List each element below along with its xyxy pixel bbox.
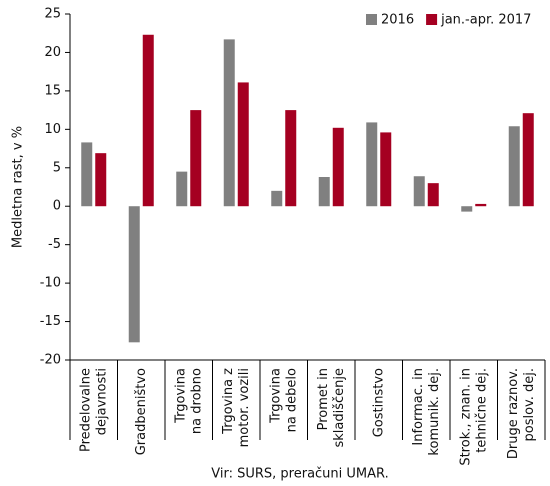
bar	[461, 206, 473, 212]
x-tick-label: komunik. dej.	[427, 368, 442, 456]
legend-label: 2016	[381, 13, 414, 28]
x-tick-label: skladiščenje	[332, 368, 347, 448]
bar	[223, 39, 235, 207]
bar	[95, 153, 107, 207]
x-tick-label: Gostinstvo	[371, 368, 386, 437]
bar	[332, 127, 344, 207]
y-tick-label: 20	[44, 45, 61, 60]
bar	[475, 203, 487, 207]
x-tick-label: Trgovina z	[221, 368, 236, 435]
bar	[522, 113, 534, 207]
y-tick-label: -15	[40, 314, 61, 329]
x-tick-label: tehnične dej.	[474, 368, 489, 453]
bar	[413, 176, 425, 207]
bar	[176, 171, 188, 207]
y-tick-label: -10	[40, 276, 61, 291]
bar	[285, 110, 297, 207]
bar	[508, 126, 520, 207]
bar	[318, 177, 330, 207]
bar	[128, 206, 140, 343]
x-tick-label: Informac. in	[411, 368, 426, 446]
x-tick-label: dejavnosti	[94, 368, 109, 435]
y-tick-label: 5	[53, 160, 61, 175]
x-tick-label: na drobno	[189, 368, 204, 434]
y-tick-label: 10	[44, 122, 61, 137]
y-tick-label: 0	[53, 199, 61, 214]
x-tick-label: poslov. dej.	[522, 368, 537, 442]
y-tick-label: 15	[44, 83, 61, 98]
x-tick-label: Strok., znan. in	[458, 368, 473, 466]
bar	[190, 110, 202, 207]
x-tick-label: na debelo	[284, 368, 299, 432]
y-axis-title: Medletna rast, v %	[11, 126, 26, 248]
x-tick-label: Gradbeništvo	[134, 368, 149, 455]
bar	[380, 132, 392, 207]
bar	[81, 142, 93, 207]
x-tick-label: Druge raznov.	[506, 368, 521, 459]
legend-swatch	[426, 14, 438, 25]
y-tick-label: -20	[40, 353, 61, 368]
bar	[271, 190, 283, 207]
legend-label: jan.-apr. 2017	[440, 13, 531, 28]
bar	[366, 122, 378, 207]
x-tick-label: motor. vozili	[237, 368, 252, 447]
x-tick-label: Trgovina	[173, 368, 188, 424]
x-tick-label: Promet in	[316, 368, 331, 430]
bar	[427, 183, 439, 207]
y-tick-label: -5	[48, 237, 61, 252]
legend-swatch	[366, 14, 377, 25]
x-tick-label: Trgovina	[268, 368, 283, 424]
bar	[142, 34, 154, 207]
x-tick-label: Predelovalne	[78, 368, 93, 452]
source-note: Vir: SURS, preračuni UMAR.	[211, 467, 388, 482]
y-tick-label: 25	[44, 7, 61, 22]
bar	[237, 82, 249, 207]
